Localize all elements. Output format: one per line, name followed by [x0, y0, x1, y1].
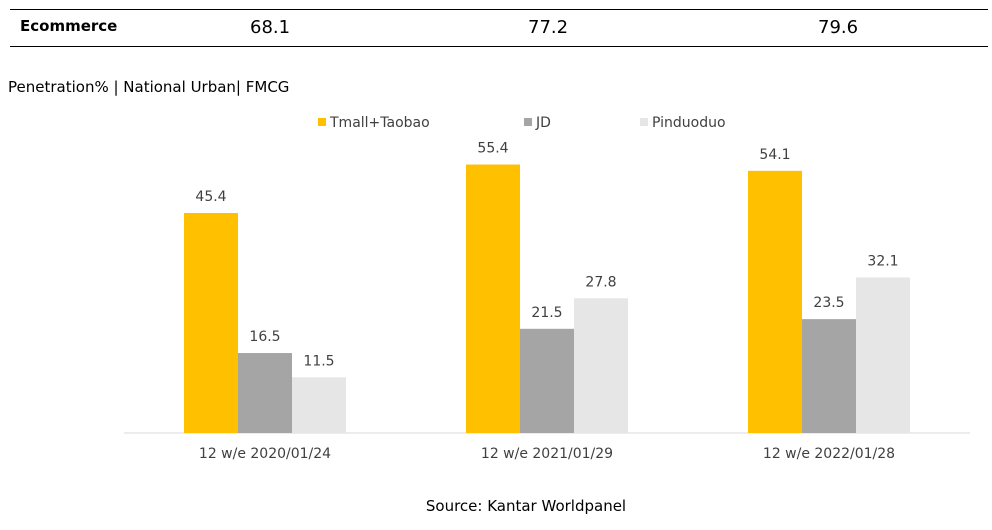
bar-pinduoduo [292, 377, 346, 433]
bar-jd [802, 319, 856, 433]
data-label: 23.5 [813, 295, 844, 311]
data-label: 21.5 [531, 305, 562, 321]
chart-subtitle: Penetration% | National Urban| FMCG [8, 78, 290, 96]
bar-jd [520, 328, 574, 433]
legend-label: Pinduoduo [652, 115, 726, 131]
legend-swatch [318, 118, 326, 126]
source-note: Source: Kantar Worldpanel [426, 497, 626, 515]
data-label: 54.1 [759, 147, 790, 163]
data-label: 16.5 [249, 329, 280, 345]
data-label: 27.8 [585, 274, 616, 290]
data-label: 45.4 [195, 189, 226, 205]
data-label: 32.1 [867, 253, 898, 269]
bar-tmall-taobao [748, 170, 802, 433]
bar-jd [238, 353, 292, 433]
table-value: 77.2 [528, 17, 569, 38]
ecommerce-table: Ecommerce 68.1 77.2 79.6 [10, 9, 988, 47]
table-label: Ecommerce [20, 17, 118, 35]
legend-label: Tmall+Taobao [329, 115, 430, 131]
data-label: 11.5 [303, 353, 334, 369]
legend-label: JD [535, 115, 551, 131]
data-label: 55.4 [477, 141, 508, 157]
table-value: 68.1 [250, 17, 291, 38]
bar-pinduoduo [574, 298, 628, 433]
bar-tmall-taobao [466, 164, 520, 433]
x-tick-label: 12 w/e 2021/01/29 [481, 446, 613, 462]
legend-swatch [524, 118, 532, 126]
table-value: 79.6 [818, 17, 859, 38]
x-tick-label: 12 w/e 2020/01/24 [199, 446, 331, 462]
x-tick-label: 12 w/e 2022/01/28 [763, 446, 895, 462]
legend-swatch [640, 118, 648, 126]
bar-tmall-taobao [184, 212, 238, 433]
bar-pinduoduo [856, 277, 910, 433]
